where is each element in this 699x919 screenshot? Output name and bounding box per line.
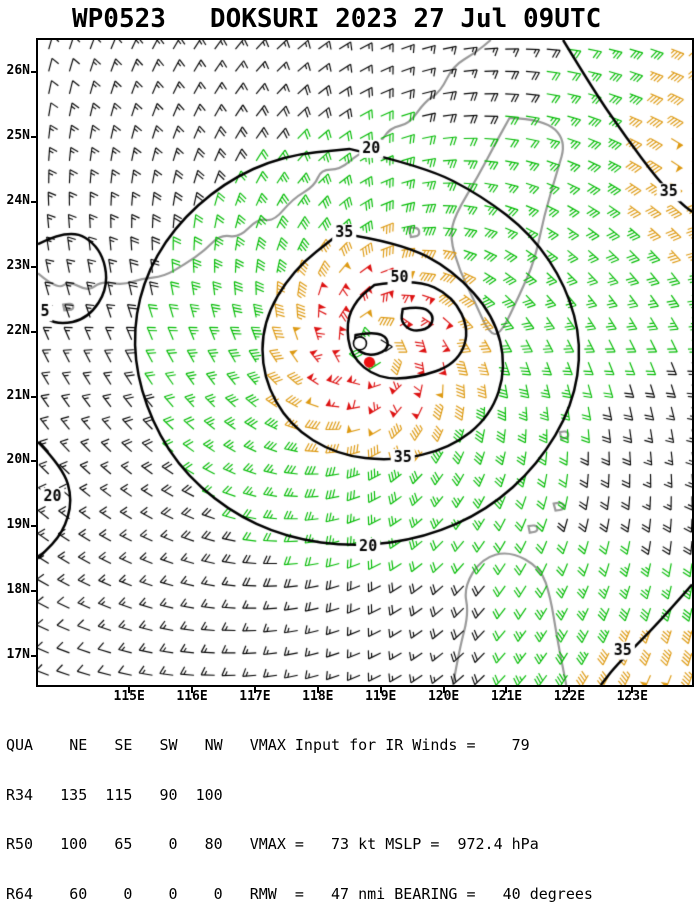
storm-datetime: DOKSURI 2023 27 Jul 09UTC: [209, 4, 602, 34]
qua-label: QUA: [6, 736, 34, 754]
lat-tick-label: 18N: [6, 582, 30, 597]
lon-tick-mark: [253, 687, 256, 693]
stats-header-row: QUA NE SE SW NW VMAX Input for IR Winds …: [6, 737, 698, 754]
wind-map-frame: [36, 38, 694, 687]
lon-tick-mark: [505, 687, 508, 693]
lat-tick-mark: [31, 590, 37, 592]
rmw-bearing-text: RMW = 47 nmi BEARING = 40 degrees: [249, 884, 593, 903]
lat-tick-label: 26N: [6, 63, 30, 79]
lat-tick-label: 24N: [6, 193, 30, 209]
r34-row: R34 135 115 90 100: [6, 785, 698, 804]
lat-tick-mark: [31, 201, 37, 204]
r64-se: 0: [123, 884, 133, 903]
quadrant-ne: NE: [69, 736, 88, 754]
r50-nw: 80: [204, 835, 223, 853]
lon-tick-label: 115E: [113, 689, 145, 704]
lon-tick-label: 120E: [427, 689, 460, 704]
r34-se: 115: [105, 785, 133, 804]
r64-label: R64: [6, 884, 34, 903]
lat-tick-label: 21N: [6, 387, 30, 403]
chart-title: WP0523 DOKSURI 2023 27 Jul 09UTC: [0, 2, 699, 36]
r34-nw: 100: [195, 785, 223, 804]
lat-tick-label: 25N: [6, 128, 30, 144]
lat-tick-label: 20N: [6, 452, 30, 468]
vmax-mslp-text: VMAX = 73 kt MSLP = 972.4 hPa: [249, 835, 539, 853]
wind-barb-map-canvas: [38, 40, 692, 685]
quadrant-sw: SW: [159, 736, 178, 754]
ir-vmax-value: 79: [511, 736, 530, 754]
lon-tick-mark: [128, 687, 131, 693]
lat-tick-mark: [31, 395, 37, 398]
lon-tick-label: 123E: [616, 689, 648, 704]
lat-tick-label: 19N: [6, 517, 30, 533]
r34-sw: 90: [159, 785, 178, 804]
lat-tick-mark: [31, 265, 37, 268]
r64-sw: 0: [168, 884, 178, 903]
r34-ne: 135: [60, 785, 88, 804]
r64-row: R64 60 0 0 0 RMW = 47 nmi BEARING = 40 d…: [6, 884, 698, 903]
lat-tick-label: 23N: [6, 257, 30, 273]
r34-label: R34: [6, 785, 34, 804]
lat-tick-mark: [31, 654, 37, 657]
lon-tick-label: 121E: [490, 689, 523, 704]
lon-tick-label: 116E: [176, 689, 208, 704]
lon-tick-label: 119E: [365, 689, 397, 704]
lat-tick-mark: [31, 136, 37, 139]
r50-label: R50: [6, 835, 34, 853]
quadrant-nw: NW: [204, 736, 223, 754]
lon-tick-mark: [631, 687, 634, 693]
lat-tick-mark: [31, 71, 37, 74]
ir-vmax-label: VMAX Input for IR Winds =: [249, 736, 476, 754]
lon-tick-mark: [191, 687, 194, 693]
lon-tick-label: 122E: [553, 689, 586, 704]
r50-sw: 0: [168, 835, 178, 853]
storm-id: WP0523: [72, 4, 166, 34]
quadrant-se: SE: [114, 736, 133, 754]
lat-tick-mark: [31, 525, 37, 528]
r50-ne: 100: [60, 835, 88, 853]
r50-se: 65: [114, 835, 133, 853]
wind-radii-stats: QUA NE SE SW NW VMAX Input for IR Winds …: [6, 704, 698, 919]
lon-tick-mark: [568, 687, 571, 693]
lat-tick-mark: [31, 460, 37, 463]
lon-tick-label: 118E: [302, 689, 334, 704]
lat-tick-mark: [31, 330, 37, 333]
r50-row: R50 100 65 0 80 VMAX = 73 kt MSLP = 972.…: [6, 836, 698, 853]
lat-tick-label: 22N: [6, 322, 30, 338]
lat-tick-label: 17N: [6, 646, 30, 662]
lon-tick-mark: [379, 687, 382, 693]
r64-ne: 60: [69, 884, 88, 903]
lon-tick-mark: [316, 687, 319, 693]
lon-tick-label: 117E: [239, 689, 271, 704]
r64-nw: 0: [213, 884, 223, 903]
lon-tick-mark: [442, 687, 445, 693]
